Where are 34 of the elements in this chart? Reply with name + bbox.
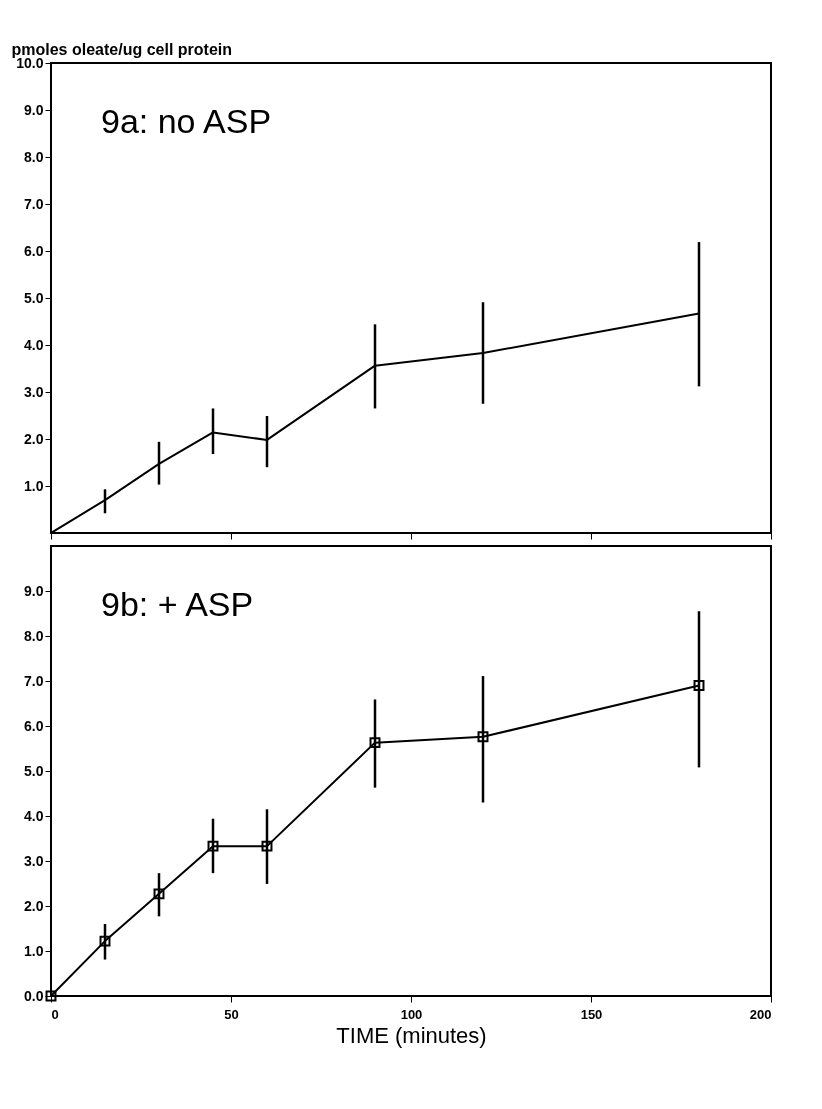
- x-axis-title: TIME (minutes): [336, 1022, 487, 1048]
- y-tick-label: 5.0: [24, 762, 44, 779]
- y-tick-label: 5.0: [24, 289, 44, 306]
- y-tick-label: 2.0: [24, 897, 44, 914]
- point: [207, 840, 219, 852]
- point: [693, 680, 705, 691]
- y-tick-label: 2.0: [24, 430, 44, 447]
- y-tick-label: 4.0: [24, 807, 44, 824]
- text: 9b: + ASP: [101, 585, 254, 623]
- y-tick-label: 7.0: [24, 672, 44, 689]
- x-tick-label: 150: [580, 1006, 603, 1022]
- y-tick-label: 6.0: [24, 242, 44, 259]
- y-tick-label: 4.0: [24, 336, 44, 353]
- x-tick-label: 50: [224, 1006, 239, 1022]
- x-tick-label: 200: [749, 1006, 772, 1022]
- y-tick-label: 8.0: [24, 627, 44, 644]
- point: [153, 888, 165, 900]
- x-tick-label: 0: [51, 1006, 59, 1022]
- y-tick-label: 1.0: [24, 942, 44, 959]
- text: 9a: no ASP: [101, 102, 272, 140]
- y-tick-label: 6.0: [24, 717, 44, 734]
- y-tick-label: 8.0: [24, 148, 44, 165]
- y-tick-label: 0.0: [24, 987, 44, 1004]
- point: [369, 737, 381, 749]
- y-tick-label: 1.0: [24, 477, 44, 494]
- y-tick-label: 9.0: [24, 101, 44, 118]
- y-tick-label: 7.0: [24, 195, 44, 212]
- y-tick-label: 3.0: [24, 383, 44, 400]
- point: [261, 840, 273, 852]
- y-tick-label: 3.0: [24, 852, 44, 869]
- point: [477, 731, 489, 743]
- x-tick-label: 100: [400, 1006, 423, 1022]
- point: [99, 935, 111, 947]
- y-tick-label: 9.0: [24, 582, 44, 599]
